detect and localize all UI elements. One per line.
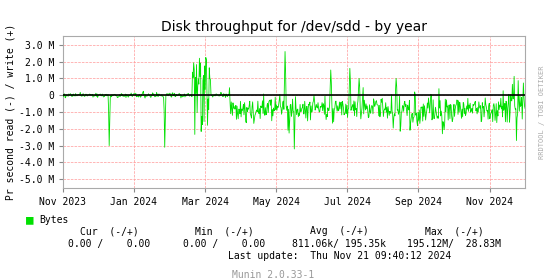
Text: Min  (-/+): Min (-/+) xyxy=(195,226,254,236)
Text: ■: ■ xyxy=(26,213,34,226)
Text: 195.12M/  28.83M: 195.12M/ 28.83M xyxy=(407,239,501,249)
Text: Cur  (-/+): Cur (-/+) xyxy=(80,226,139,236)
Text: Last update:  Thu Nov 21 09:40:12 2024: Last update: Thu Nov 21 09:40:12 2024 xyxy=(228,251,451,261)
Text: 811.06k/ 195.35k: 811.06k/ 195.35k xyxy=(292,239,386,249)
Title: Disk throughput for /dev/sdd - by year: Disk throughput for /dev/sdd - by year xyxy=(161,20,427,34)
Y-axis label: Pr second read (-) / write (+): Pr second read (-) / write (+) xyxy=(6,24,16,200)
Text: RRDTOOL / TOBI OETIKER: RRDTOOL / TOBI OETIKER xyxy=(539,65,545,159)
Text: Max  (-/+): Max (-/+) xyxy=(424,226,484,236)
Text: 0.00 /    0.00: 0.00 / 0.00 xyxy=(68,239,150,249)
Text: Avg  (-/+): Avg (-/+) xyxy=(310,226,369,236)
Text: Munin 2.0.33-1: Munin 2.0.33-1 xyxy=(232,270,315,280)
Text: 0.00 /    0.00: 0.00 / 0.00 xyxy=(183,239,265,249)
Text: Bytes: Bytes xyxy=(39,215,69,225)
